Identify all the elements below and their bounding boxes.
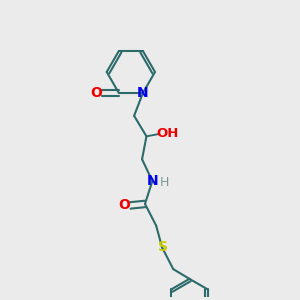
Text: O: O: [90, 86, 102, 100]
Text: S: S: [158, 240, 168, 254]
Text: N: N: [137, 86, 149, 100]
Text: N: N: [147, 174, 159, 188]
Text: H: H: [160, 176, 169, 189]
Text: OH: OH: [156, 127, 178, 140]
Text: O: O: [118, 198, 130, 212]
